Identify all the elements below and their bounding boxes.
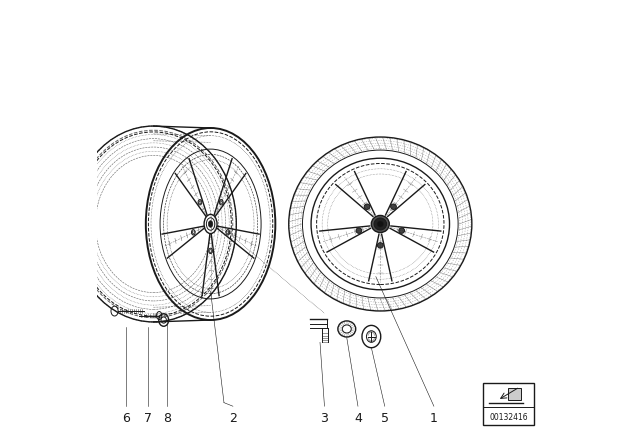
Text: 5: 5 bbox=[381, 412, 388, 425]
Ellipse shape bbox=[377, 221, 383, 227]
Text: 8: 8 bbox=[163, 412, 172, 425]
FancyBboxPatch shape bbox=[508, 388, 520, 401]
Ellipse shape bbox=[371, 215, 389, 233]
Ellipse shape bbox=[378, 243, 383, 248]
Text: 1: 1 bbox=[430, 412, 438, 425]
Text: 6: 6 bbox=[122, 412, 130, 425]
Text: 2: 2 bbox=[229, 412, 237, 425]
Ellipse shape bbox=[390, 204, 396, 210]
Text: 3: 3 bbox=[321, 412, 328, 425]
Ellipse shape bbox=[399, 228, 404, 233]
Ellipse shape bbox=[374, 218, 387, 230]
Ellipse shape bbox=[356, 228, 362, 233]
Ellipse shape bbox=[364, 204, 370, 210]
Text: 00132416: 00132416 bbox=[490, 413, 528, 422]
Text: 7: 7 bbox=[144, 412, 152, 425]
Text: 4: 4 bbox=[354, 412, 362, 425]
Ellipse shape bbox=[208, 220, 213, 228]
